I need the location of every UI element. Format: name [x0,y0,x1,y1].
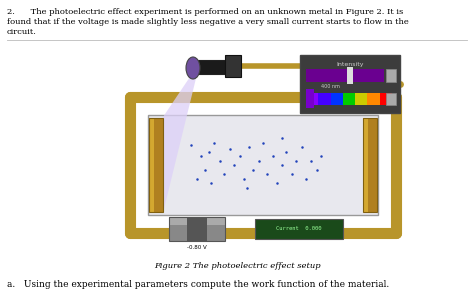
Polygon shape [163,62,200,213]
Bar [347,67,353,84]
Text: 2.      The photoelectric effect experiment is performed on an unknown metal in : 2. The photoelectric effect experiment i… [7,8,403,16]
Bar [386,93,396,105]
Bar [255,219,343,239]
Text: a.   Using the experimental parameters compute the work function of the material: a. Using the experimental parameters com… [7,280,389,289]
Bar [195,60,233,74]
Bar [306,89,314,108]
Text: -0.80 V: -0.80 V [187,245,207,250]
Bar [380,93,392,105]
Bar [149,118,154,212]
Bar [225,55,241,77]
Bar [343,93,355,105]
Ellipse shape [186,57,200,79]
Bar [169,217,225,225]
Bar [363,118,377,212]
Bar [149,118,163,212]
Bar [367,93,380,105]
Text: Intensity: Intensity [336,62,364,67]
Bar [148,115,378,215]
Bar [318,93,330,105]
Bar [363,118,368,212]
Bar [187,217,207,241]
Bar [149,118,163,212]
Bar [355,93,367,105]
Bar [306,93,318,105]
Bar [169,217,225,241]
Bar [363,118,377,212]
Bar [386,69,396,82]
Text: circuit.: circuit. [7,28,37,36]
Text: Figure 2 The photoelectric effect setup: Figure 2 The photoelectric effect setup [154,262,320,270]
Text: Current  0.000: Current 0.000 [276,227,322,231]
Text: 400 nm: 400 nm [320,84,339,89]
Bar [169,217,225,241]
Text: found that if the voltage is made slightly less negative a very small current st: found that if the voltage is made slight… [7,18,409,26]
Bar [300,55,400,113]
Bar [330,93,343,105]
Bar [306,69,384,82]
